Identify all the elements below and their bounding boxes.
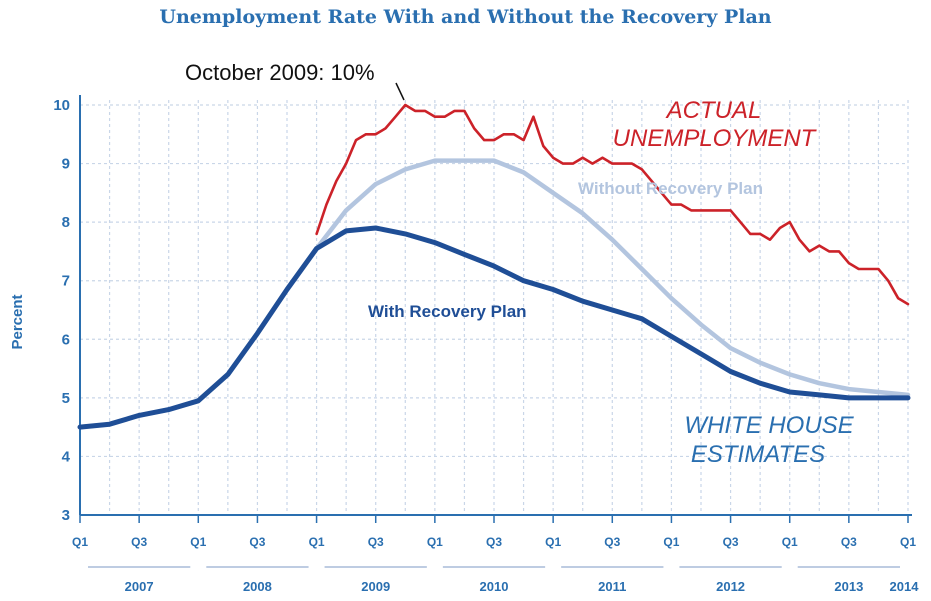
actual-label-line1: ACTUAL (665, 97, 762, 124)
y-tick-label: 10 (53, 97, 70, 114)
year-label: 2010 (480, 579, 509, 594)
y-tick-label: 6 (62, 331, 70, 348)
y-tick-label: 5 (62, 390, 70, 407)
x-tick-label: Q1 (900, 535, 916, 549)
peak-callout: October 2009: 10% (185, 60, 375, 85)
actual-label-line2: UNEMPLOYMENT (613, 125, 818, 152)
chart-title: Unemployment Rate With and Without the R… (159, 6, 772, 28)
year-label: 2007 (125, 579, 154, 594)
year-label: 2014 (890, 579, 920, 594)
year-label: 2012 (716, 579, 745, 594)
x-tick-label: Q1 (190, 535, 206, 549)
x-tick-label: Q1 (72, 535, 88, 549)
x-tick-label: Q3 (486, 535, 502, 549)
white-house-label-line2: ESTIMATES (691, 441, 825, 468)
x-tick-label: Q3 (841, 535, 857, 549)
y-tick-label: 3 (62, 507, 70, 524)
year-label: 2011 (598, 579, 626, 594)
y-tick-label: 9 (62, 156, 70, 173)
x-tick-label: Q1 (545, 535, 561, 549)
x-tick-label: Q3 (723, 535, 739, 549)
series-layer (77, 103, 911, 430)
x-tick-label: Q3 (249, 535, 265, 549)
year-label: 2013 (834, 579, 863, 594)
peak-callout-leader (395, 82, 405, 101)
axes: 3 4 5 6 7 8 9 10 Q1 Q3 Q1 Q3 Q1 Q3 Q1 Q3 Q1 Q3 Q1 Q3 Q1 Q3 Q1 2… (53, 95, 919, 594)
x-tick-label: Q1 (309, 535, 325, 549)
x-tick-label: Q3 (368, 535, 384, 549)
y-tick-label: 8 (62, 214, 70, 231)
with-recovery-label: With Recovery Plan (368, 302, 527, 321)
without-recovery-label: Without Recovery Plan (578, 179, 763, 198)
grid (80, 100, 909, 515)
series-line-actual-unemployment (315, 103, 910, 306)
year-label: 2008 (243, 579, 272, 594)
x-tick-label: Q3 (604, 535, 620, 549)
x-tick-label: Q3 (131, 535, 147, 549)
x-tick-label: Q1 (427, 535, 443, 549)
year-label: 2009 (361, 579, 390, 594)
y-tick-label: 4 (62, 448, 71, 465)
white-house-label-line1: WHITE HOUSE (684, 412, 854, 439)
x-tick-label: Q1 (663, 535, 679, 549)
y-tick-label: 7 (62, 273, 70, 290)
series-line-with-recovery-plan (77, 225, 911, 430)
annotations: October 2009: 10% ACTUAL UNEMPLOYMENT Wi… (185, 60, 855, 468)
y-axis-label: Percent (9, 294, 26, 349)
x-tick-label: Q1 (782, 535, 798, 549)
